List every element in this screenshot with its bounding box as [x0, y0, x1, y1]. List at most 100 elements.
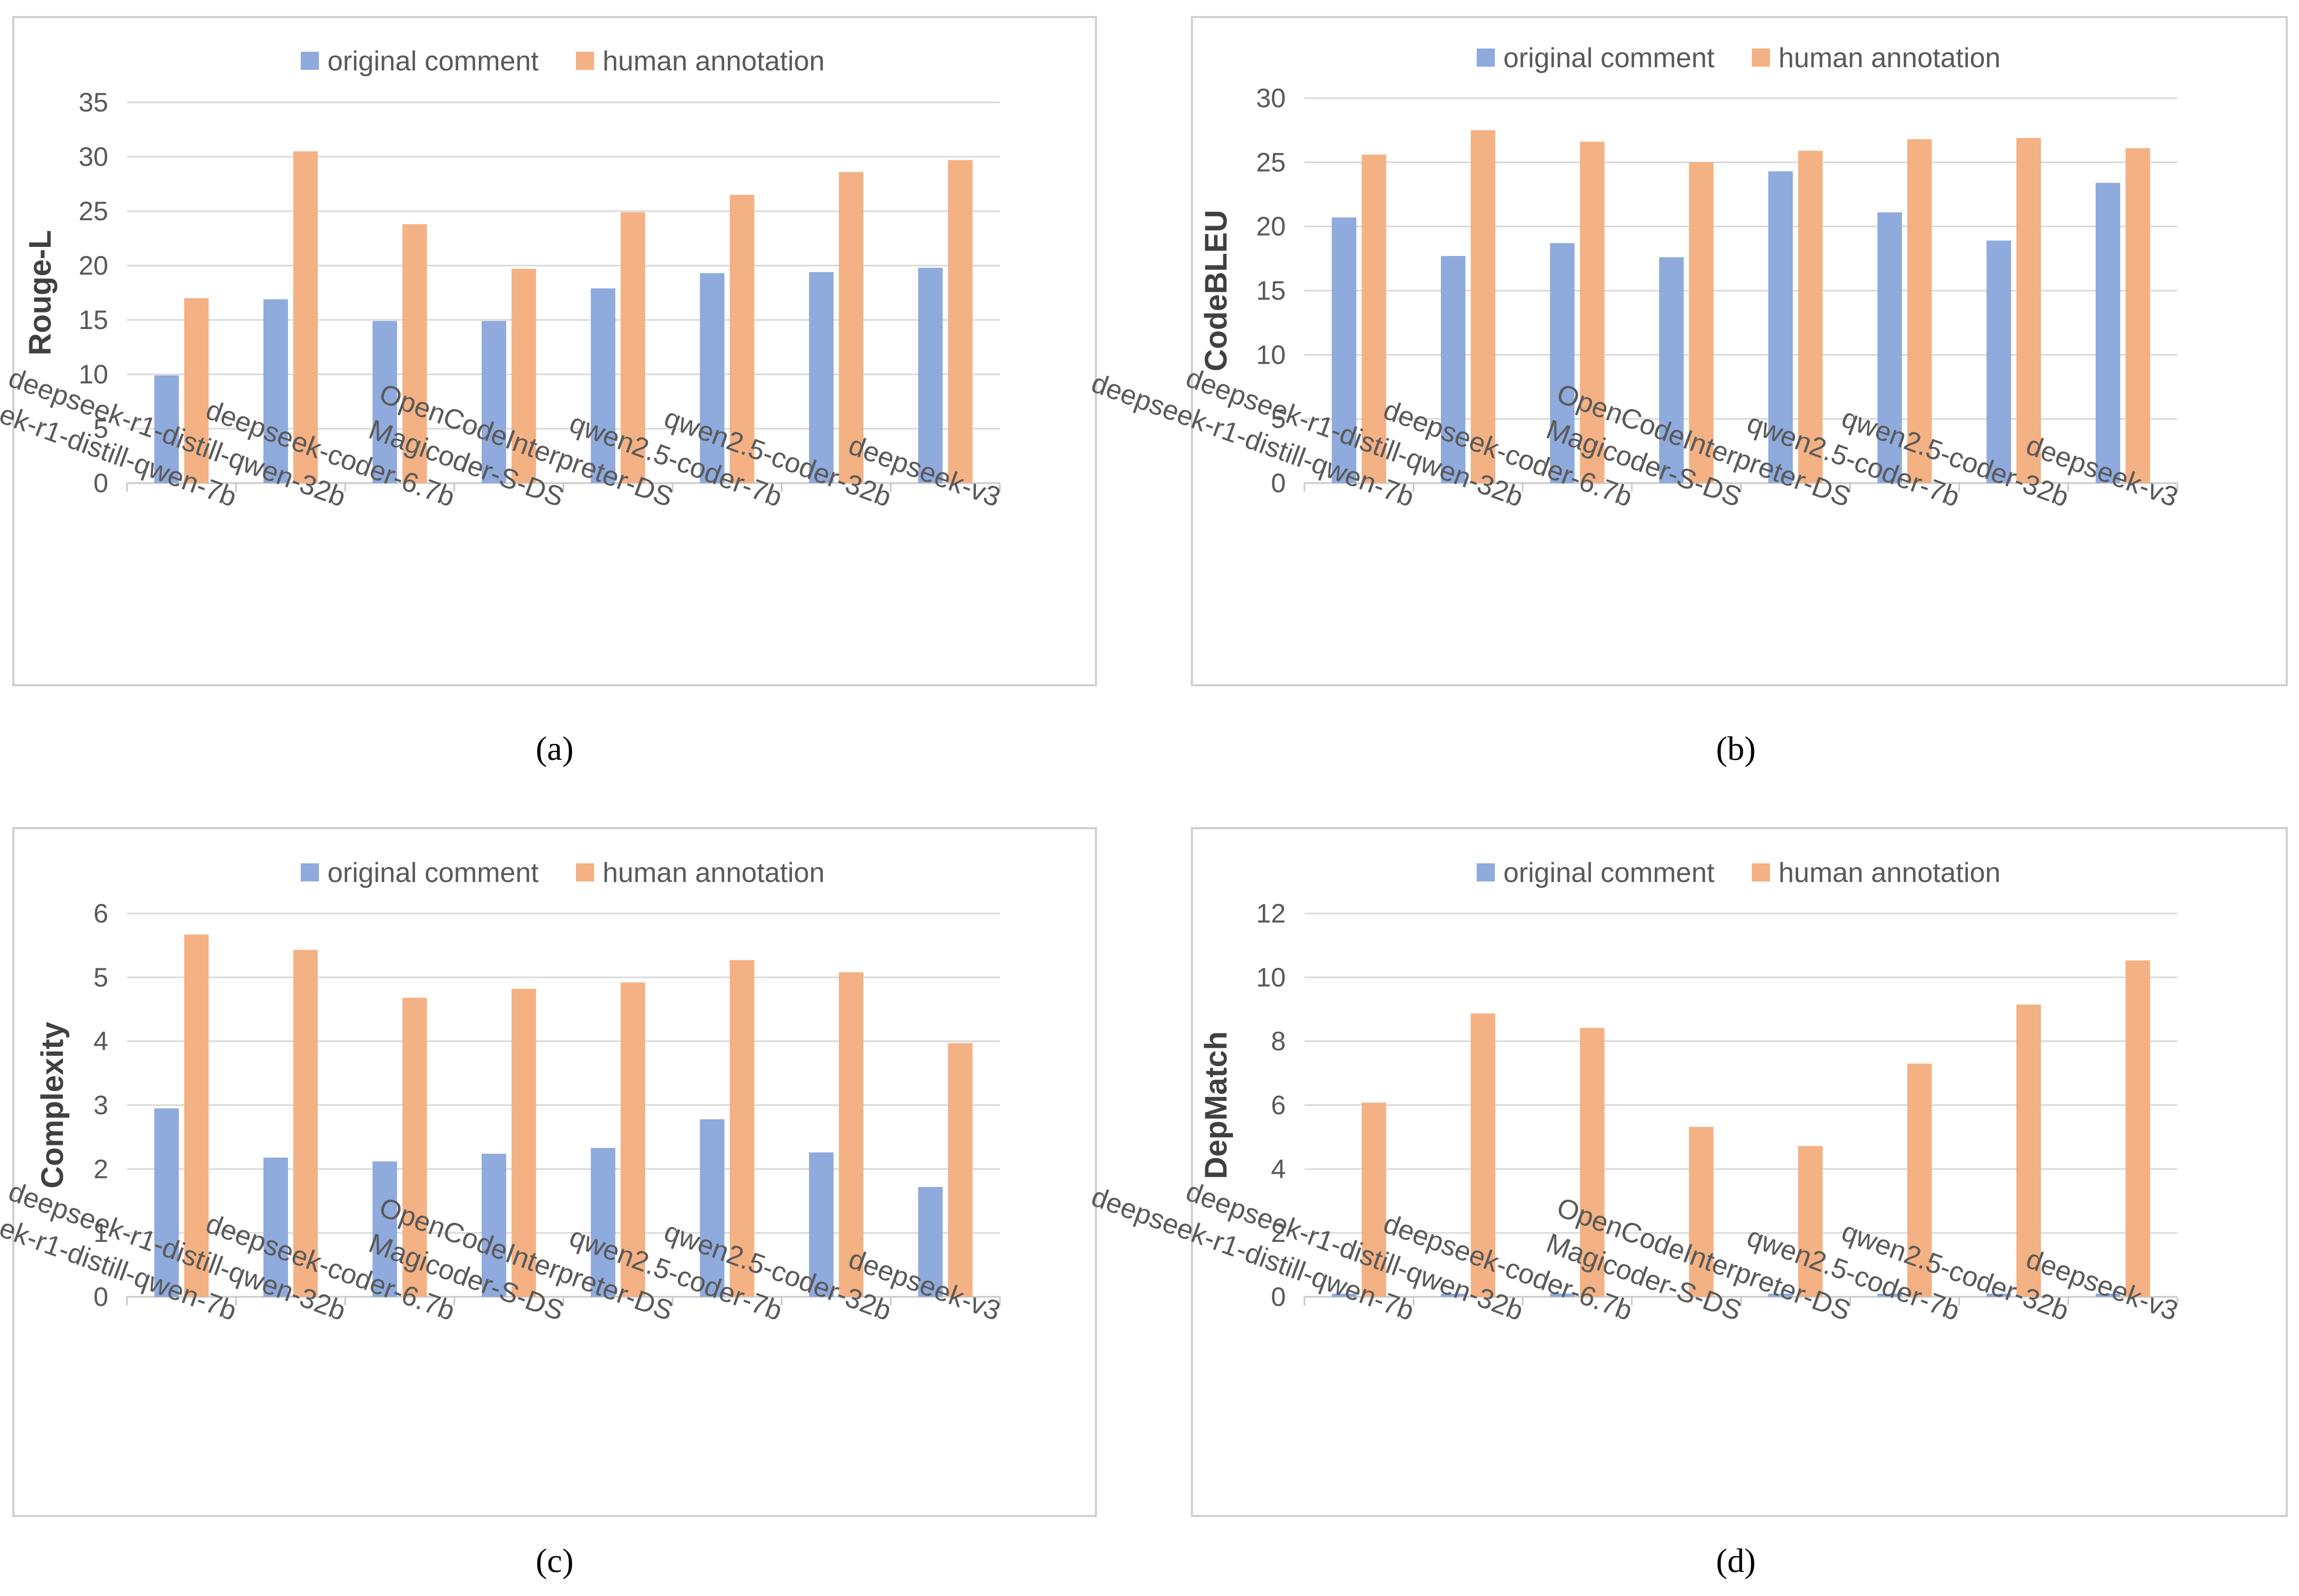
legend-label: human annotation [1779, 857, 2000, 888]
y-tick-label: 10 [1256, 340, 1286, 370]
bar-human-annotation [2125, 960, 2150, 1297]
panel-caption: (b) [1716, 729, 1756, 767]
y-tick-label: 4 [93, 1026, 108, 1056]
bar-human-annotation [948, 160, 973, 483]
bar-human-annotation [402, 998, 427, 1297]
y-tick-label: 5 [93, 963, 108, 992]
bar-human-annotation [839, 172, 864, 483]
legend: original comment human annotation [1477, 857, 2000, 888]
y-tick-label: 5 [1271, 404, 1286, 434]
bar-original-comment [372, 321, 397, 483]
legend-label: human annotation [603, 46, 824, 77]
bar-original-comment [1659, 257, 1684, 483]
bar-human-annotation [511, 989, 536, 1297]
bar-original-comment [1877, 1294, 1902, 1297]
y-tick-label: 15 [78, 305, 108, 335]
bar-human-annotation [620, 982, 645, 1297]
bar-original-comment [263, 299, 288, 483]
y-tick-label: 30 [1256, 83, 1286, 113]
legend-label: original comment [327, 857, 539, 888]
legend-swatch-human-annotation [576, 863, 594, 881]
bar-human-annotation [730, 195, 755, 483]
legend: original comment human annotation [1477, 43, 2000, 74]
bar-original-comment [809, 272, 834, 483]
legend-swatch-original-comment [301, 863, 319, 881]
y-tick-label: 3 [93, 1090, 108, 1120]
bar-original-comment [263, 1157, 288, 1297]
chart-panel-d: 024681012DepMatchdeepseek-r1-distill-qwe… [1087, 827, 2288, 1517]
legend-label: original comment [1503, 43, 1715, 74]
y-tick-label: 0 [1271, 468, 1286, 498]
y-axis-title: DepMatch [1199, 1031, 1233, 1179]
bar-original-comment [154, 375, 179, 483]
panel-frame [1191, 827, 2288, 1517]
panel-caption: (c) [535, 1542, 573, 1579]
bar-human-annotation [620, 212, 645, 483]
bar-human-annotation [293, 151, 318, 483]
y-tick-label: 2 [93, 1154, 108, 1184]
y-axis-title: CodeBLEU [1199, 210, 1233, 372]
y-tick-label: 0 [1271, 1282, 1286, 1312]
bar-human-annotation [184, 934, 209, 1297]
y-axis-title: Complexity [35, 1022, 70, 1189]
y-tick-label: 25 [78, 196, 108, 226]
bar-human-annotation [511, 269, 536, 483]
legend-label: human annotation [603, 857, 824, 888]
bar-original-comment [1550, 1294, 1575, 1297]
y-tick-label: 10 [78, 359, 108, 389]
bar-original-comment [1332, 1294, 1357, 1297]
y-tick-label: 8 [1271, 1026, 1286, 1056]
bar-original-comment [2095, 182, 2120, 484]
bar-human-annotation [1907, 139, 1932, 484]
bar-human-annotation [2016, 138, 2041, 483]
bar-human-annotation [1361, 154, 1387, 484]
bar-original-comment [2095, 1294, 2120, 1297]
bar-original-comment [482, 321, 507, 483]
bar-original-comment [918, 268, 943, 483]
y-tick-label: 2 [1271, 1218, 1286, 1248]
bar-human-annotation [1798, 150, 1823, 483]
bar-original-comment [590, 288, 615, 483]
bar-original-comment [482, 1153, 507, 1297]
legend: original comment human annotation [301, 46, 824, 77]
y-axis-title: Rouge-L [23, 230, 58, 355]
bar-original-comment [372, 1161, 397, 1297]
bar-original-comment [700, 1119, 725, 1297]
y-tick-label: 0 [93, 1282, 108, 1312]
y-tick-label: 12 [1256, 899, 1286, 928]
chart-panel-a: 05101520253035Rouge-Ldeepseek-r1-distill… [0, 16, 1097, 686]
bar-human-annotation [1798, 1146, 1823, 1297]
legend-label: original comment [327, 46, 539, 77]
legend-swatch-original-comment [301, 52, 319, 70]
y-tick-label: 1 [93, 1218, 108, 1248]
panel-caption: (a) [535, 729, 573, 767]
y-tick-label: 20 [78, 251, 108, 280]
y-tick-label: 5 [93, 414, 108, 444]
bar-original-comment [1877, 212, 1902, 483]
bar-original-comment [809, 1152, 834, 1297]
bar-human-annotation [1907, 1063, 1932, 1297]
y-tick-label: 10 [1256, 963, 1286, 992]
legend: original comment human annotation [301, 857, 824, 888]
bar-human-annotation [1470, 1013, 1495, 1297]
bar-human-annotation [2016, 1004, 2041, 1297]
y-tick-label: 6 [1271, 1090, 1286, 1120]
legend-label: human annotation [1779, 43, 2000, 74]
bar-human-annotation [1580, 141, 1605, 483]
bar-human-annotation [1361, 1102, 1387, 1297]
bar-original-comment [1332, 217, 1357, 483]
bar-original-comment [1768, 171, 1793, 483]
bar-original-comment [1768, 1294, 1793, 1297]
legend-swatch-human-annotation [576, 52, 594, 70]
bar-original-comment [1986, 240, 2012, 483]
y-tick-label: 30 [78, 142, 108, 172]
bar-original-comment [1440, 1294, 1465, 1297]
panel-caption: (d) [1716, 1542, 1756, 1579]
y-tick-label: 6 [93, 899, 108, 928]
y-tick-label: 35 [78, 87, 108, 117]
bar-original-comment [1986, 1294, 2012, 1297]
bar-original-comment [700, 273, 725, 483]
bar-original-comment [918, 1186, 943, 1297]
bar-original-comment [1440, 256, 1465, 483]
